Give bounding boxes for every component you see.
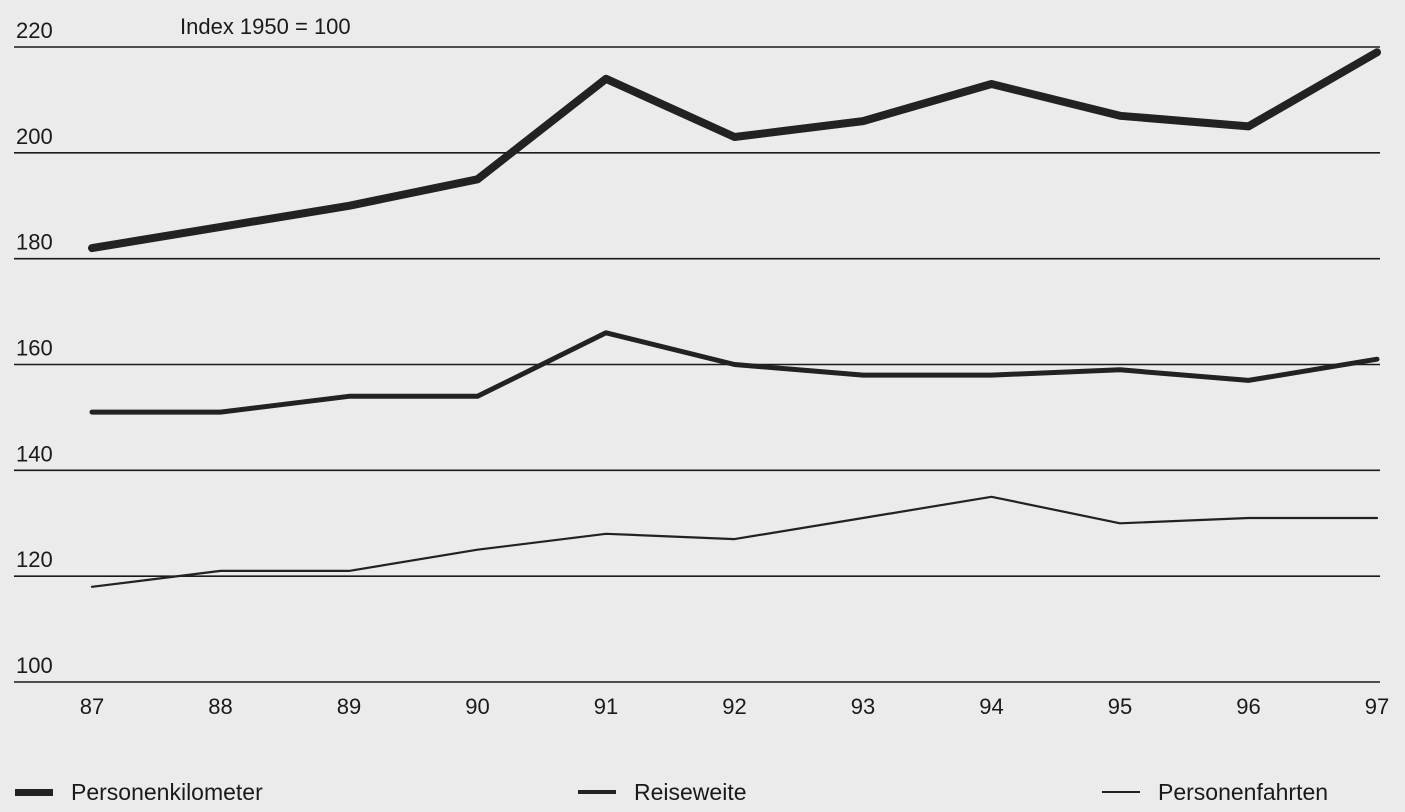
x-tick-92: 92: [722, 694, 746, 719]
y-tick-180: 180: [16, 230, 53, 255]
x-axis-tick-labels: 87 88 89 90 91 92 93 94 95 96 97: [80, 694, 1389, 719]
y-tick-120: 120: [16, 547, 53, 572]
x-tick-87: 87: [80, 694, 104, 719]
grid-lines: [14, 46, 1380, 683]
x-tick-97: 97: [1365, 694, 1389, 719]
legend-item-personenkilometer: Personenkilometer: [15, 772, 263, 812]
x-tick-93: 93: [851, 694, 875, 719]
x-tick-95: 95: [1108, 694, 1132, 719]
y-tick-160: 160: [16, 336, 53, 361]
legend-swatch-heavy: [15, 788, 53, 796]
line-chart: 220 200 180 160 140 120 100 87 88 89 90 91 92 93 94 95…: [14, 14, 1389, 719]
x-tick-96: 96: [1236, 694, 1260, 719]
y-tick-220: 220: [16, 18, 53, 43]
legend-label-personenfahrten: Personenfahrten: [1158, 778, 1329, 805]
x-tick-94: 94: [979, 694, 1003, 719]
x-tick-91: 91: [594, 694, 618, 719]
chart-subtitle: Index 1950 = 100: [180, 14, 351, 39]
legend-item-personenfahrten: Personenfahrten: [1102, 772, 1328, 812]
series-line-personenfahrten: [90, 495, 1379, 588]
y-tick-140: 140: [16, 441, 53, 466]
legend-label-reiseweite: Reiseweite: [634, 778, 747, 805]
y-axis-tick-labels: 220 200 180 160 140 120 100: [16, 18, 53, 678]
series-line-personenkilometer: [88, 48, 1381, 253]
series-line-reiseweite: [89, 330, 1380, 415]
y-tick-100: 100: [16, 653, 53, 678]
x-tick-88: 88: [208, 694, 232, 719]
series-lines: [88, 48, 1381, 588]
legend-swatch-medium: [578, 790, 616, 794]
legend-label-personenkilometer: Personenkilometer: [71, 778, 263, 805]
x-tick-90: 90: [465, 694, 489, 719]
x-tick-89: 89: [337, 694, 361, 719]
legend-swatch-light: [1102, 791, 1140, 793]
y-tick-200: 200: [16, 124, 53, 149]
legend-item-reiseweite: Reiseweite: [578, 772, 747, 812]
